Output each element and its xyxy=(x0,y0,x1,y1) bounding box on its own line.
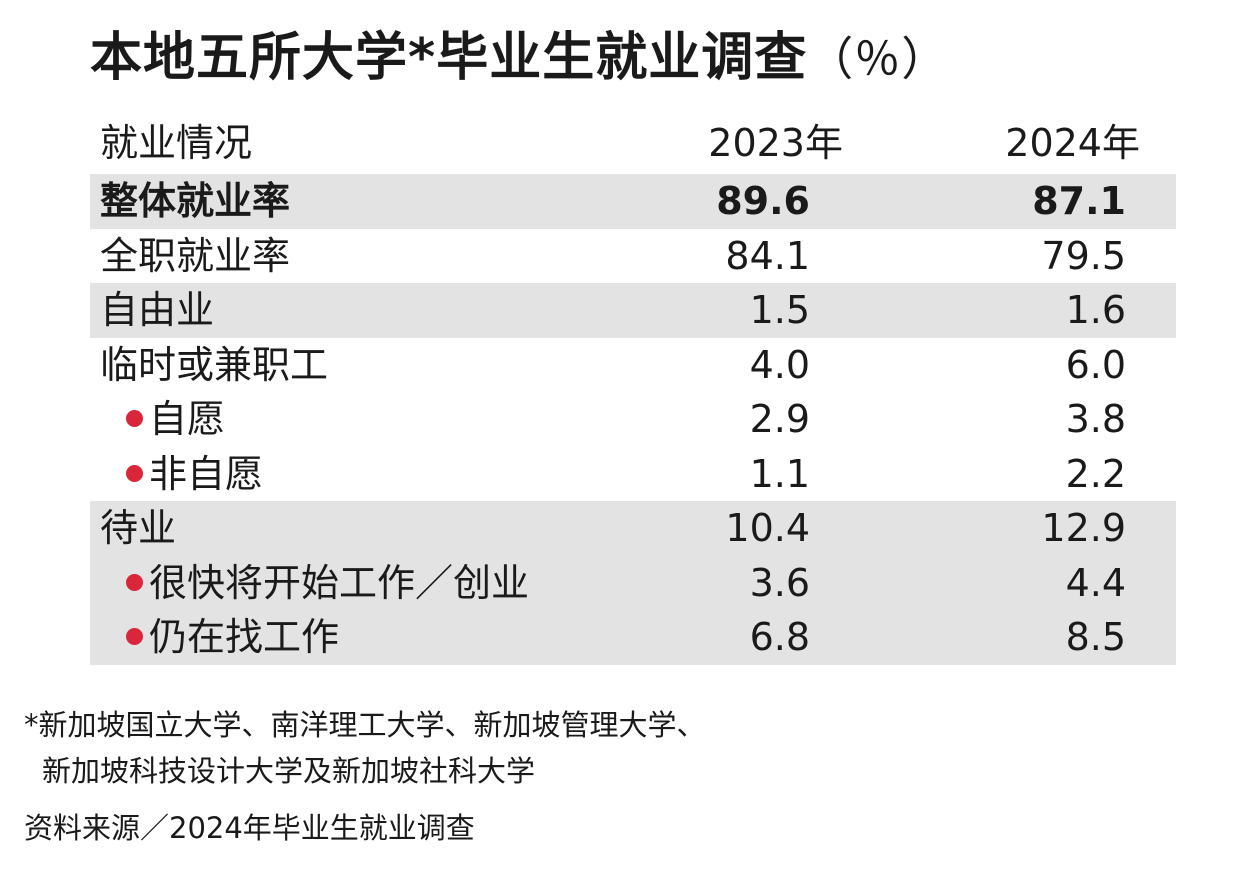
table-row: 自愿 2.9 3.8 xyxy=(90,392,1176,447)
footnote: *新加坡国立大学、南洋理工大学、新加坡管理大学、 新加坡科技设计大学及新加坡社科… xyxy=(24,702,706,794)
red-bullet-icon xyxy=(126,628,143,645)
red-bullet-icon xyxy=(126,573,143,591)
table-row: 仍在找工作 6.8 8.5 xyxy=(90,610,1176,665)
table-row: 整体就业率 89.6 87.1 xyxy=(90,174,1176,229)
value-2024: 1.6 xyxy=(1065,288,1126,332)
row-label-text: 自愿 xyxy=(149,397,226,441)
table-row: 临时或兼职工 4.0 6.0 xyxy=(90,338,1176,393)
row-label-text: 很快将开始工作／创业 xyxy=(149,560,530,605)
footnote-line-1: *新加坡国立大学、南洋理工大学、新加坡管理大学、 xyxy=(24,708,706,742)
value-2024: 87.1 xyxy=(1032,179,1126,223)
value-2023: 1.1 xyxy=(749,451,810,496)
table-body: 整体就业率 89.6 87.1 全职就业率 84.1 79.5 自由业 1.5 1.6 临时或兼职… xyxy=(90,174,1176,665)
row-label: 全职就业率 xyxy=(100,229,290,284)
red-bullet-icon xyxy=(126,464,143,482)
table-row: 很快将开始工作／创业 3.6 4.4 xyxy=(90,555,1176,611)
value-2023: 10.4 xyxy=(725,506,810,550)
value-2024: 2.2 xyxy=(1065,451,1126,496)
row-label-text: 非自愿 xyxy=(149,451,264,496)
value-2023: 6.8 xyxy=(749,615,810,659)
table-row: 自由业 1.5 1.6 xyxy=(90,283,1176,338)
chart-title: 本地五所大学*毕业生就业调查（％） xyxy=(90,32,948,84)
value-2024: 8.5 xyxy=(1065,615,1126,659)
row-label-text: 全职就业率 xyxy=(100,233,291,278)
title-unit: （％） xyxy=(807,32,949,86)
header-2023: 2023年 xyxy=(708,121,843,165)
value-2024: 6.0 xyxy=(1065,342,1126,387)
row-label: 非自愿 xyxy=(126,447,263,502)
row-label: 整体就业率 xyxy=(100,174,290,229)
value-2024: 79.5 xyxy=(1041,233,1126,278)
red-bullet-icon xyxy=(126,410,143,427)
value-2023: 84.1 xyxy=(725,233,810,278)
row-label: 仍在找工作 xyxy=(126,610,339,665)
employment-table: 就业情况 2023年 2024年 整体就业率 89.6 87.1 全职就业率 84.1 7… xyxy=(90,112,1176,665)
row-label: 自由业 xyxy=(100,283,214,338)
table-row: 非自愿 1.1 2.2 xyxy=(90,447,1176,502)
row-label-text: 自由业 xyxy=(100,288,215,332)
value-2023: 89.6 xyxy=(716,179,810,223)
row-label-text: 待业 xyxy=(100,506,177,550)
value-2023: 3.6 xyxy=(749,560,810,605)
row-label-text: 整体就业率 xyxy=(100,179,291,223)
value-2023: 1.5 xyxy=(749,288,810,332)
title-text: 本地五所大学*毕业生就业调查 xyxy=(90,28,808,88)
value-2024: 3.8 xyxy=(1065,397,1126,441)
table-row: 待业 10.4 12.9 xyxy=(90,501,1176,556)
row-label: 临时或兼职工 xyxy=(100,338,328,393)
row-label-text: 临时或兼职工 xyxy=(100,342,329,387)
value-2023: 4.0 xyxy=(749,342,810,387)
table-header-row: 就业情况 2023年 2024年 xyxy=(90,112,1176,174)
source-note: 资料来源／2024年毕业生就业调查 xyxy=(24,811,475,845)
row-label: 自愿 xyxy=(126,392,225,447)
table-row: 全职就业率 84.1 79.5 xyxy=(90,229,1176,284)
footnote-line-2: 新加坡科技设计大学及新加坡社科大学 xyxy=(42,754,536,788)
header-2024: 2024年 xyxy=(1005,121,1140,165)
value-2023: 2.9 xyxy=(749,397,810,441)
value-2024: 12.9 xyxy=(1041,506,1126,550)
row-label: 很快将开始工作／创业 xyxy=(126,556,529,611)
row-label: 待业 xyxy=(100,501,176,556)
header-label: 就业情况 xyxy=(100,121,253,165)
row-label-text: 仍在找工作 xyxy=(149,615,340,659)
value-2024: 4.4 xyxy=(1065,560,1126,605)
